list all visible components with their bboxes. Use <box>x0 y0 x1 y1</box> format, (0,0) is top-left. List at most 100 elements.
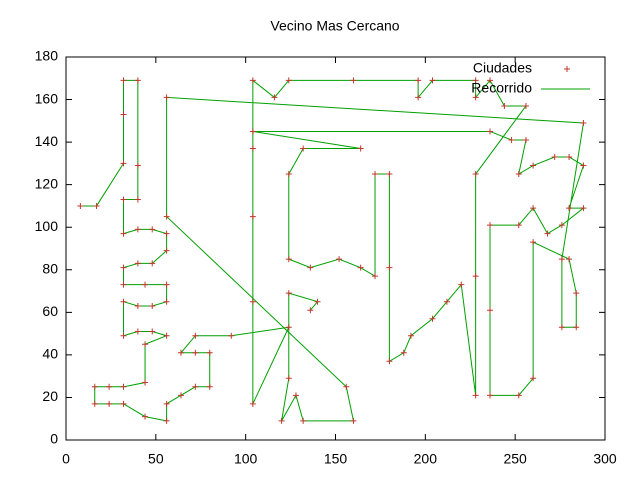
y-tick-label: 160 <box>35 90 59 106</box>
city-marker <box>429 315 436 322</box>
city-marker <box>515 171 522 178</box>
city-marker <box>192 383 199 390</box>
city-marker <box>285 77 292 84</box>
city-marker <box>400 349 407 356</box>
city-marker <box>249 128 256 135</box>
city-marker <box>350 417 357 424</box>
city-marker <box>134 77 141 84</box>
city-marker <box>271 94 278 101</box>
city-marker <box>429 77 436 84</box>
y-tick-label: 20 <box>42 388 58 404</box>
city-marker <box>149 302 156 309</box>
chart-title: Vecino Mas Cercano <box>270 18 399 34</box>
city-marker <box>106 400 113 407</box>
city-marker <box>249 145 256 152</box>
x-tick-label: 250 <box>503 451 527 467</box>
city-marker <box>314 298 321 305</box>
y-tick-label: 140 <box>35 133 59 149</box>
y-tick-label: 60 <box>42 303 58 319</box>
city-marker <box>149 260 156 267</box>
city-marker <box>530 205 537 212</box>
city-marker <box>149 226 156 233</box>
city-marker <box>487 307 494 314</box>
city-marker <box>163 417 170 424</box>
city-marker <box>142 413 149 420</box>
city-marker <box>120 264 127 271</box>
city-marker <box>558 222 565 229</box>
city-marker <box>177 392 184 399</box>
city-marker <box>192 349 199 356</box>
y-tick-label: 40 <box>42 346 58 362</box>
city-marker <box>386 358 393 365</box>
city-marker <box>285 324 292 331</box>
city-marker <box>206 383 213 390</box>
legend-marker <box>564 66 570 72</box>
city-marker <box>487 222 494 229</box>
city-marker <box>551 154 558 161</box>
city-marker <box>530 239 537 246</box>
city-marker <box>372 171 379 178</box>
city-marker <box>300 145 307 152</box>
city-marker <box>249 298 256 305</box>
city-marker <box>487 77 494 84</box>
city-marker <box>415 94 422 101</box>
city-marker <box>163 298 170 305</box>
city-marker <box>249 77 256 84</box>
city-marker <box>580 162 587 169</box>
city-marker <box>544 230 551 237</box>
city-marker <box>508 136 515 143</box>
city-marker <box>522 136 529 143</box>
city-marker <box>415 77 422 84</box>
y-tick-label: 100 <box>35 218 59 234</box>
city-marker <box>566 256 573 263</box>
city-marker <box>93 202 100 209</box>
city-marker <box>192 332 199 339</box>
city-marker <box>91 400 98 407</box>
city-marker <box>487 392 494 399</box>
city-marker <box>120 111 127 118</box>
city-marker <box>372 273 379 280</box>
city-marker <box>558 324 565 331</box>
city-marker <box>249 213 256 220</box>
legend-label: Recorrido <box>471 80 532 96</box>
city-marker <box>228 332 235 339</box>
city-marker <box>249 400 256 407</box>
city-marker <box>580 205 587 212</box>
city-marker <box>285 375 292 382</box>
city-marker <box>472 392 479 399</box>
city-marker <box>336 256 343 263</box>
city-marker <box>472 273 479 280</box>
city-marker <box>307 307 314 314</box>
city-marker <box>515 222 522 229</box>
city-marker <box>120 196 127 203</box>
city-marker <box>134 226 141 233</box>
city-marker <box>558 256 565 263</box>
city-marker <box>206 349 213 356</box>
city-marker <box>580 119 587 126</box>
city-marker <box>120 160 127 167</box>
city-marker <box>163 400 170 407</box>
city-marker <box>77 202 84 209</box>
city-marker <box>120 383 127 390</box>
city-marker <box>350 77 357 84</box>
city-marker <box>566 205 573 212</box>
y-tick-label: 120 <box>35 175 59 191</box>
x-tick-label: 100 <box>234 451 258 467</box>
city-marker <box>573 324 580 331</box>
city-marker <box>573 290 580 297</box>
city-marker <box>142 341 149 348</box>
city-marker <box>292 392 299 399</box>
x-tick-label: 0 <box>62 451 70 467</box>
city-marker <box>120 400 127 407</box>
legend-label: Ciudades <box>473 60 532 76</box>
city-marker <box>120 298 127 305</box>
city-marker <box>472 171 479 178</box>
city-marker <box>530 162 537 169</box>
city-marker <box>285 290 292 297</box>
city-marker <box>163 230 170 237</box>
city-marker <box>163 94 170 101</box>
city-marker <box>120 281 127 288</box>
city-marker <box>343 383 350 390</box>
city-marker <box>357 145 364 152</box>
city-marker <box>307 264 314 271</box>
